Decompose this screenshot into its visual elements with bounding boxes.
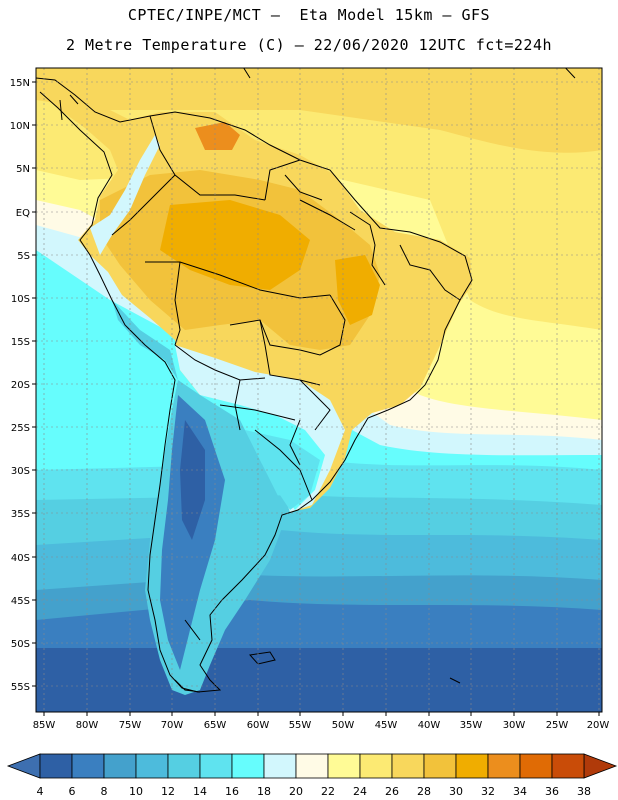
colorbar-label: 38	[577, 785, 591, 798]
lon-label: 60W	[247, 720, 270, 731]
colorbar-swatch	[231, 753, 265, 779]
lon-label: 70W	[161, 720, 184, 731]
lon-label: 75W	[119, 720, 142, 731]
lon-label: 55W	[289, 720, 312, 731]
colorbar-swatch	[327, 753, 361, 779]
map-frame	[35, 67, 603, 713]
colorbar-swatch	[263, 753, 297, 779]
colorbar-swatch	[103, 753, 137, 779]
lon-label: 35W	[460, 720, 483, 731]
lon-label: 65W	[204, 720, 227, 731]
lat-label: 15N	[10, 78, 30, 89]
lon-label: 50W	[332, 720, 355, 731]
colorbar: 4 6 8 10 12 14 16 18 20 22 24 26 28 30 32 34 36 38	[6, 753, 618, 798]
lat-label: 55S	[11, 682, 30, 693]
lat-label: 45S	[11, 596, 30, 607]
lat-label: 10S	[11, 294, 30, 305]
colorbar-label: 18	[257, 785, 271, 798]
colorbar-label: 26	[385, 785, 399, 798]
colorbar-label: 6	[69, 785, 76, 798]
colorbar-label: 16	[225, 785, 239, 798]
lon-label: 80W	[76, 720, 99, 731]
lon-label: 25W	[546, 720, 569, 731]
lon-axis: 85W 80W 75W 70W 65W 60W 55W 50W 45W 40W …	[33, 712, 610, 731]
colorbar-swatch	[199, 753, 233, 779]
ocean-band-27c	[36, 68, 602, 153]
colorbar-label: 34	[513, 785, 527, 798]
colorbar-swatch	[135, 753, 169, 779]
andes-peru-14c	[112, 300, 178, 380]
colorbar-swatch	[167, 753, 201, 779]
lat-label: 15S	[11, 337, 30, 348]
colorbar-swatch	[359, 753, 393, 779]
lat-label: 25S	[11, 423, 30, 434]
colorbar-swatch	[455, 753, 489, 779]
lat-label: 30S	[11, 466, 30, 477]
temperature-field	[36, 68, 602, 712]
colorbar-label: 28	[417, 785, 431, 798]
lon-label: 20W	[587, 720, 610, 731]
lon-label: 30W	[503, 720, 526, 731]
colorbar-label: 4	[37, 785, 44, 798]
colorbar-label: 10	[129, 785, 143, 798]
lat-label: 5N	[16, 164, 30, 175]
lon-label: 85W	[33, 720, 56, 731]
colorbar-swatch	[71, 753, 105, 779]
andes-cold-4c	[180, 420, 205, 540]
colorbar-low-arrow	[6, 753, 41, 779]
colorbar-label: 36	[545, 785, 559, 798]
lat-label: 50S	[11, 639, 30, 650]
lat-label: 35S	[11, 509, 30, 520]
coastline-borders	[36, 68, 576, 693]
colorbar-label: 24	[353, 785, 367, 798]
map-subtitle: 2 Metre Temperature (C) – 22/06/2020 12U…	[65, 36, 553, 54]
lat-label: 5S	[17, 251, 30, 262]
lat-lon-grid	[36, 68, 602, 712]
colorbar-swatch	[39, 753, 73, 779]
colorbar-label: 32	[481, 785, 495, 798]
colorbar-swatch	[551, 753, 585, 779]
lon-label: 40W	[418, 720, 441, 731]
lat-axis: 15N 10N 5N EQ 5S 10S 15S 20S 25S 30S 35S…	[10, 78, 36, 693]
map-title: CPTEC/INPE/MCT – Eta Model 15km – GFS	[127, 6, 491, 24]
colorbar-label: 12	[161, 785, 175, 798]
land-region-30c-east	[335, 255, 380, 325]
colorbar-swatch	[423, 753, 457, 779]
colorbar-swatch	[487, 753, 521, 779]
colorbar-label: 8	[101, 785, 108, 798]
lat-label: 10N	[10, 121, 30, 132]
colorbar-high-arrow	[583, 753, 618, 779]
colorbar-label: 14	[193, 785, 207, 798]
land-hotspot-32c	[195, 122, 240, 150]
colorbar-swatch	[295, 753, 329, 779]
lat-label: 40S	[11, 553, 30, 564]
colorbar-swatch	[519, 753, 553, 779]
lat-label: EQ	[16, 208, 30, 219]
lat-label: 20S	[11, 380, 30, 391]
colorbar-label: 22	[321, 785, 335, 798]
lon-label: 45W	[375, 720, 398, 731]
colorbar-label: 20	[289, 785, 303, 798]
colorbar-swatch	[391, 753, 425, 779]
colorbar-label: 30	[449, 785, 463, 798]
andes-north-20c	[90, 135, 160, 255]
